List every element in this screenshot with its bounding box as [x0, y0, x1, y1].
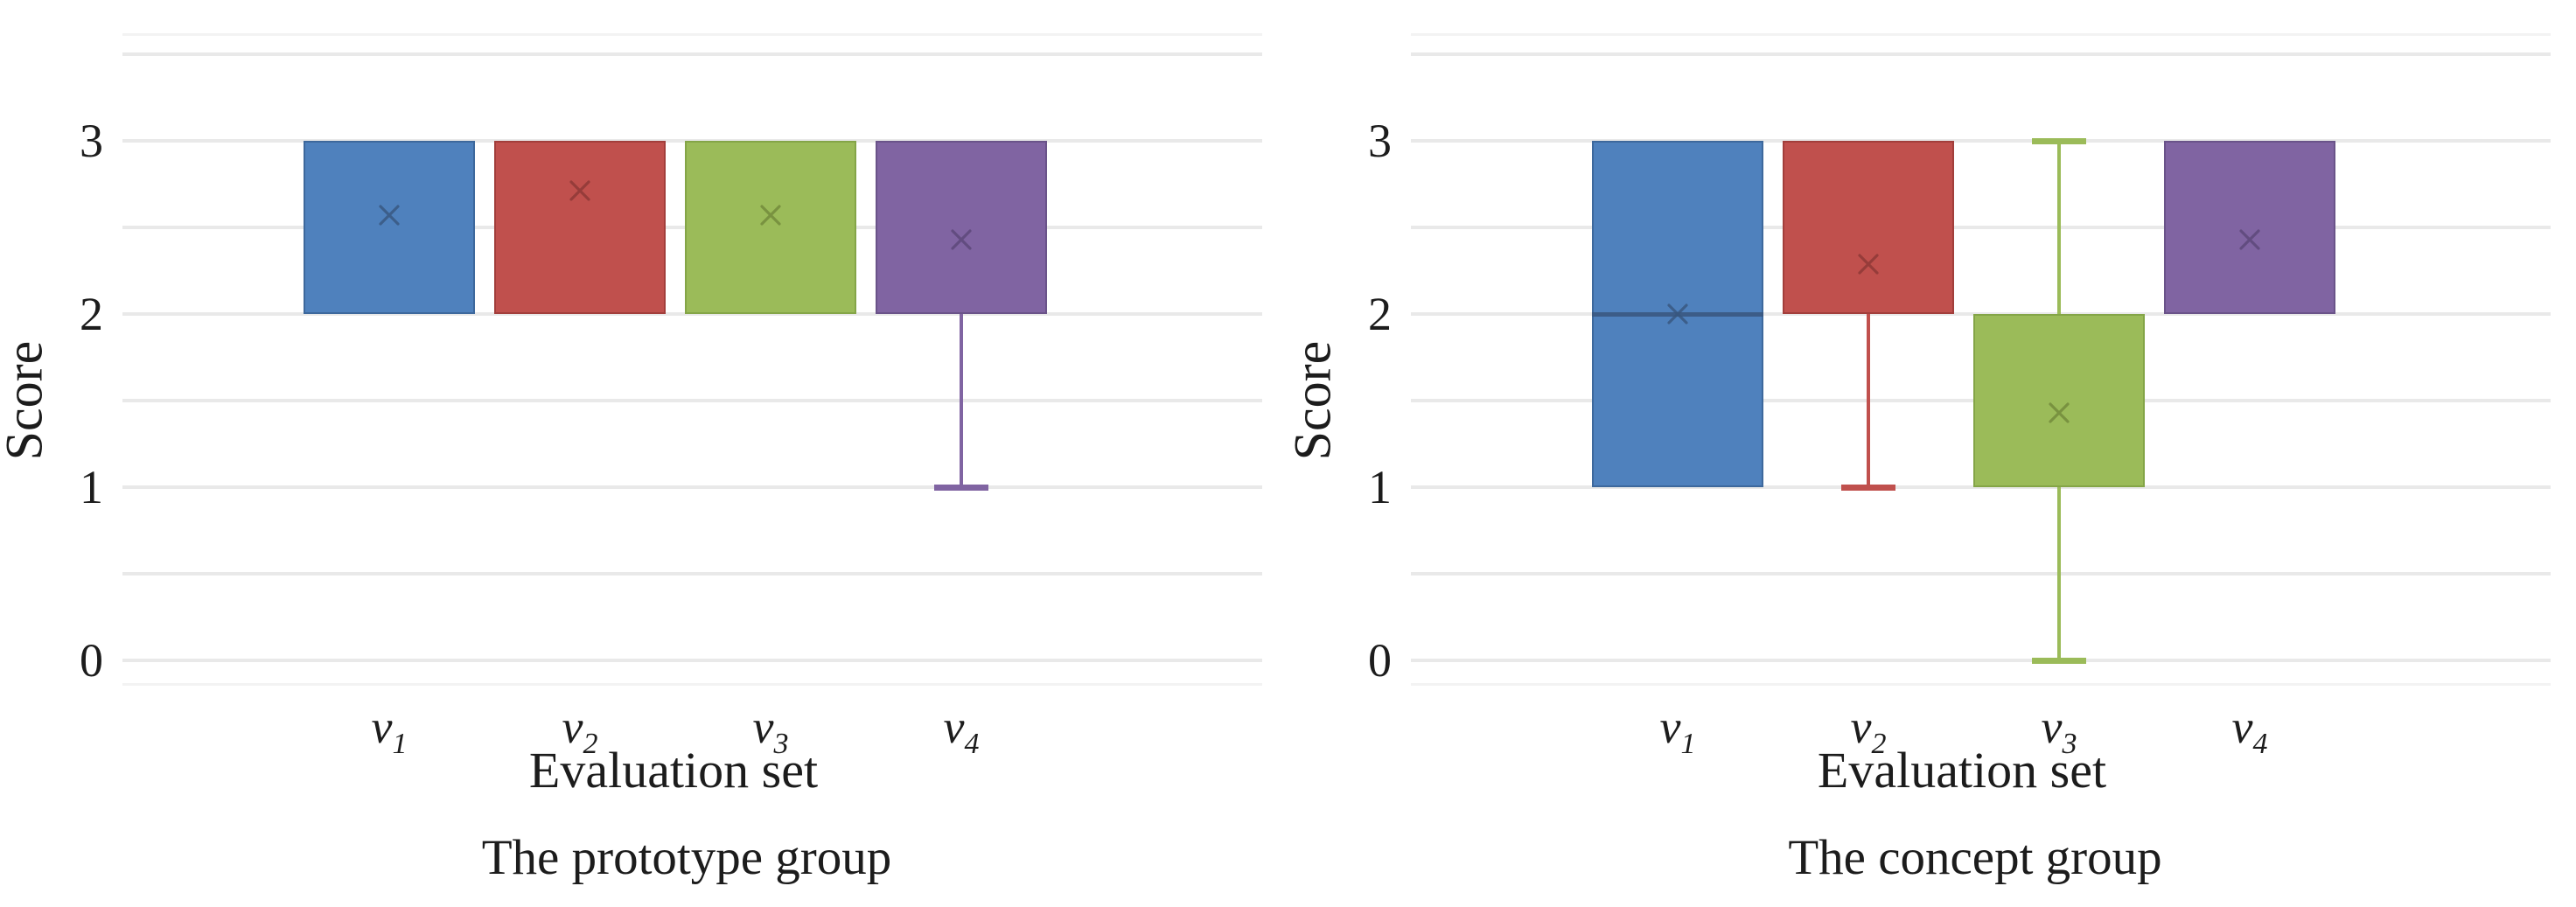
category-base: v	[2041, 701, 2063, 753]
y-axis-title: Score	[0, 340, 53, 461]
y-tick-label: 0	[1368, 634, 1392, 687]
whisker-lower-line	[960, 314, 963, 487]
box-v1	[304, 141, 475, 314]
box-v3	[1973, 314, 2145, 487]
category-base: v	[1659, 701, 1681, 753]
y-tick-label: 3	[80, 115, 103, 167]
category-subscript: 2	[1871, 727, 1887, 760]
whisker-lower-cap	[934, 485, 988, 491]
box-v4	[2164, 141, 2335, 314]
plot-bottom-edge	[122, 683, 1262, 686]
x-category-label: v1	[319, 700, 459, 758]
gridline	[1411, 139, 2551, 143]
category-base: v	[371, 701, 393, 753]
y-tick-label: 1	[1368, 461, 1392, 513]
whisker-lower-cap	[1841, 485, 1895, 491]
gridline	[122, 312, 1262, 316]
mean-marker	[376, 202, 402, 228]
category-subscript: 1	[1680, 727, 1696, 760]
category-base: v	[2231, 701, 2253, 753]
gridline	[1411, 485, 2551, 489]
panel-caption: The concept group	[1788, 830, 2162, 885]
gridline	[122, 572, 1262, 576]
gridline	[122, 399, 1262, 402]
x-category-label: v2	[510, 700, 650, 758]
plot-bottom-edge	[1411, 683, 2551, 686]
box-v3	[685, 141, 856, 314]
category-subscript: 2	[583, 727, 598, 760]
y-axis-title: Score	[1283, 340, 1342, 461]
x-category-label: v4	[2180, 700, 2320, 758]
y-tick-label: 1	[80, 461, 103, 513]
mean-marker	[1665, 301, 1691, 327]
x-category-label: v3	[1989, 700, 2129, 758]
category-subscript: 4	[964, 727, 980, 760]
category-subscript: 3	[2062, 727, 2077, 760]
plot-top-edge	[1411, 33, 2551, 36]
x-category-label: v4	[891, 700, 1031, 758]
category-base: v	[752, 701, 774, 753]
y-tick-label: 2	[80, 288, 103, 340]
gridline	[1411, 226, 2551, 229]
box-v4	[876, 141, 1047, 314]
gridline	[1411, 572, 2551, 576]
mean-marker	[2046, 400, 2072, 426]
gridline	[122, 52, 1262, 56]
x-axis-title: Evaluation set	[528, 742, 819, 799]
category-subscript: 4	[2252, 727, 2268, 760]
y-tick-label: 0	[80, 634, 103, 687]
y-tick-label: 2	[1368, 288, 1392, 340]
y-tick-label: 3	[1368, 115, 1392, 167]
whisker-lower-line	[2057, 487, 2061, 660]
box-v2	[1783, 141, 1954, 314]
box-v2	[494, 141, 666, 314]
mean-marker	[757, 202, 784, 228]
whisker-lower-line	[1867, 314, 1870, 487]
x-axis-title: Evaluation set	[1817, 742, 2107, 799]
whisker-lower-cap	[2032, 658, 2086, 664]
category-subscript: 3	[773, 727, 789, 760]
category-subscript: 1	[392, 727, 408, 760]
gridline	[1411, 52, 2551, 56]
category-base: v	[943, 701, 965, 753]
panel-caption: The prototype group	[481, 830, 892, 885]
gridline	[1411, 659, 2551, 662]
x-category-label: v3	[701, 700, 841, 758]
plot-top-edge	[122, 33, 1262, 36]
mean-marker	[948, 227, 974, 253]
mean-marker	[567, 178, 593, 204]
category-base: v	[1850, 701, 1872, 753]
gridline	[122, 485, 1262, 489]
whisker-upper-line	[2057, 141, 2061, 314]
whisker-upper-cap	[2032, 138, 2086, 144]
gridline	[122, 659, 1262, 662]
x-category-label: v2	[1798, 700, 1938, 758]
mean-marker	[1855, 251, 1881, 277]
category-base: v	[562, 701, 583, 753]
mean-marker	[2237, 227, 2263, 253]
x-category-label: v1	[1608, 700, 1748, 758]
